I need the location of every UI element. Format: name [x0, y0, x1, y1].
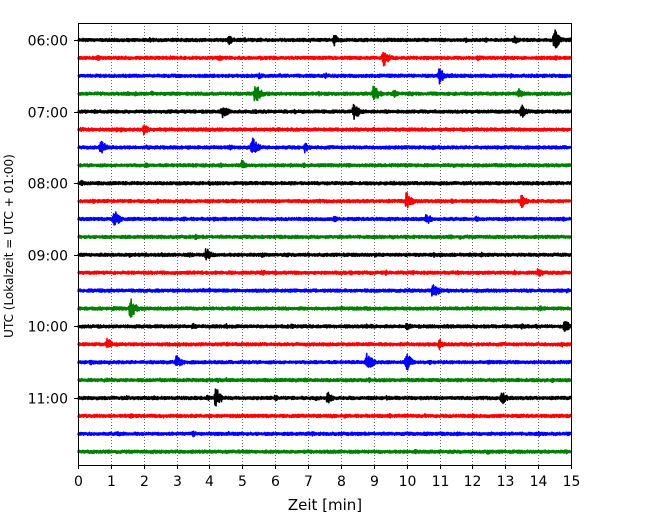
x-tick-label: 12 [464, 474, 482, 490]
x-tick-label: 5 [238, 474, 247, 490]
y-tick-label: 06:00 [28, 34, 68, 50]
x-tick-label: 15 [563, 474, 581, 490]
y-tick-label: 11:00 [28, 392, 68, 408]
y-tick-label: 08:00 [28, 177, 68, 193]
x-tick-label: 1 [107, 474, 116, 490]
x-tick-label: 9 [370, 474, 379, 490]
x-tick-label: 4 [205, 474, 214, 490]
x-axis-label: Zeit [min] [288, 496, 362, 514]
seismic-trace [77, 137, 572, 154]
trace-layer [77, 29, 572, 455]
x-tick-label: 6 [271, 474, 280, 490]
x-tick-label: 0 [74, 474, 83, 490]
y-axis-label: UTC (Lokalzeit = UTC + 01:00) [2, 154, 16, 338]
y-tick-label: 09:00 [28, 249, 68, 265]
seismic-trace [77, 51, 572, 67]
seismic-trace [77, 159, 572, 169]
y-tick-label: 07:00 [28, 106, 68, 122]
seismic-trace [77, 248, 572, 261]
x-tick-label: 8 [337, 474, 346, 490]
x-tick-label: 14 [530, 474, 548, 490]
seismic-trace [77, 29, 572, 49]
tick-layer: 0 1 2 3 4 5 6 7 8 9 10 11 12 13 14 1506:0007:0008:0009:… [28, 34, 581, 491]
x-tick-label: 11 [432, 474, 450, 490]
x-tick-label: 7 [304, 474, 313, 490]
seismic-trace [77, 448, 572, 455]
x-tick-label: 10 [399, 474, 417, 490]
y-tick-label: 10:00 [28, 320, 68, 336]
plot-frame [78, 23, 572, 466]
x-tick-label: 2 [140, 474, 149, 490]
x-tick-label: 13 [497, 474, 515, 490]
x-tick-label: 3 [173, 474, 182, 490]
